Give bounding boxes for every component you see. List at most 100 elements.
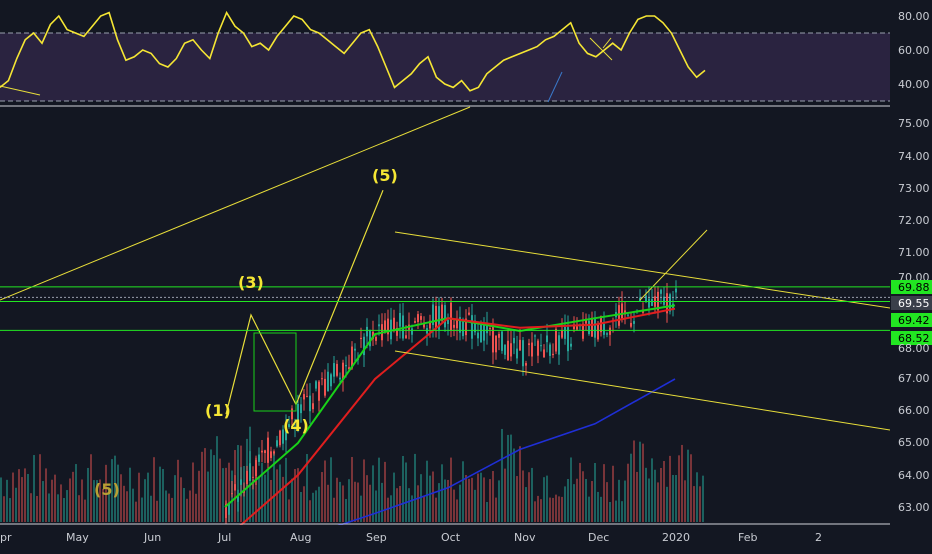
candle-body [261,450,263,453]
volume-bar [213,455,215,522]
volume-bar [681,444,683,522]
volume-bar [321,472,323,522]
candle-body [444,305,446,328]
volume-bar [147,472,149,522]
volume-bar [258,477,260,522]
candle-body [354,348,356,351]
volume-bar [690,454,692,522]
volume-bar [300,491,302,522]
volume-bar [30,493,32,522]
volume-bar [540,499,542,522]
volume-bar [228,462,230,522]
volume-bar [693,486,695,522]
candle-body [378,324,380,327]
volume-bar [0,477,2,522]
candle-body [285,425,287,441]
candle-body [537,340,539,356]
candle-body [405,335,407,339]
volume-bar [474,489,476,522]
time-label: Feb [738,531,757,544]
candle-body [546,335,548,343]
volume-bar [417,485,419,522]
volume-bar [393,472,395,522]
volume-bar [297,468,299,522]
volume-bar [21,477,23,522]
candle-body [306,396,308,398]
volume-bar [555,494,557,522]
candle-body [327,371,329,392]
time-label: Nov [514,531,536,544]
volume-bar [27,473,29,522]
candle-body [558,335,560,355]
time-label: Aug [290,531,311,544]
volume-bar [636,471,638,522]
level-label-69-42-text: 69.42 [898,314,930,327]
volume-bar [102,488,104,522]
candle-body [498,333,500,338]
volume-bar [639,441,641,522]
candle-body [417,314,419,322]
candle-body [489,328,491,330]
volume-bar [366,475,368,522]
volume-bar [408,488,410,522]
volume-bar [465,474,467,522]
volume-bar [99,479,101,522]
volume-bar [51,479,53,522]
rsi-line [0,10,706,92]
candle-body [225,503,227,518]
candle-body [342,362,344,380]
volume-bar [66,490,68,522]
candle-body [447,320,449,324]
volume-bar [453,489,455,522]
time-label: Dec [588,531,609,544]
rsi-trendline-3 [589,37,613,61]
volume-bar [534,501,536,522]
wave-label-3: (3) [238,273,264,292]
candle-body [456,318,458,329]
time-axis: pr May Jun Jul Aug Sep Oct Nov Dec 2020 … [0,531,822,544]
volume-bar [387,497,389,522]
price-tick: 63.00 [898,501,930,514]
volume-bar [210,449,212,522]
volume-bar [336,477,338,522]
wave-path [225,189,384,415]
candle-body [402,315,404,339]
candle-body [516,348,518,359]
candle-body [387,318,389,335]
volume-bar [600,496,602,522]
sma-long-line [297,378,676,540]
volume-bar [591,481,593,522]
volume-bar [120,474,122,522]
candle-body [279,430,281,446]
candle-body [486,322,488,334]
time-label: Jun [143,531,161,544]
candle-body [297,404,299,422]
candle-body [483,323,485,341]
volume-bar [477,473,479,522]
candle-body [270,451,272,458]
candle-body [336,363,338,376]
volume-bar [489,479,491,522]
candle-body [543,349,545,358]
volume-bar [285,457,287,522]
volume-bar [81,479,83,522]
volume-bar [342,485,344,522]
rsi-tick-40: 40.00 [898,78,930,91]
candle-body [597,324,599,340]
time-axis-bg [0,525,932,550]
candle-body [267,437,269,463]
candle-body [369,329,371,347]
volume-bar [141,497,143,522]
volume-bar [291,478,293,522]
volume-bar [648,478,650,522]
volume-bar [624,480,626,522]
volume-bar [468,478,470,522]
volume-bar [303,486,305,522]
volume-bar [363,459,365,522]
volume-bar [501,428,503,522]
volume-bar [585,478,587,522]
volume-bar [360,495,362,522]
volume-bar [60,484,62,522]
volume-bar [507,434,509,522]
